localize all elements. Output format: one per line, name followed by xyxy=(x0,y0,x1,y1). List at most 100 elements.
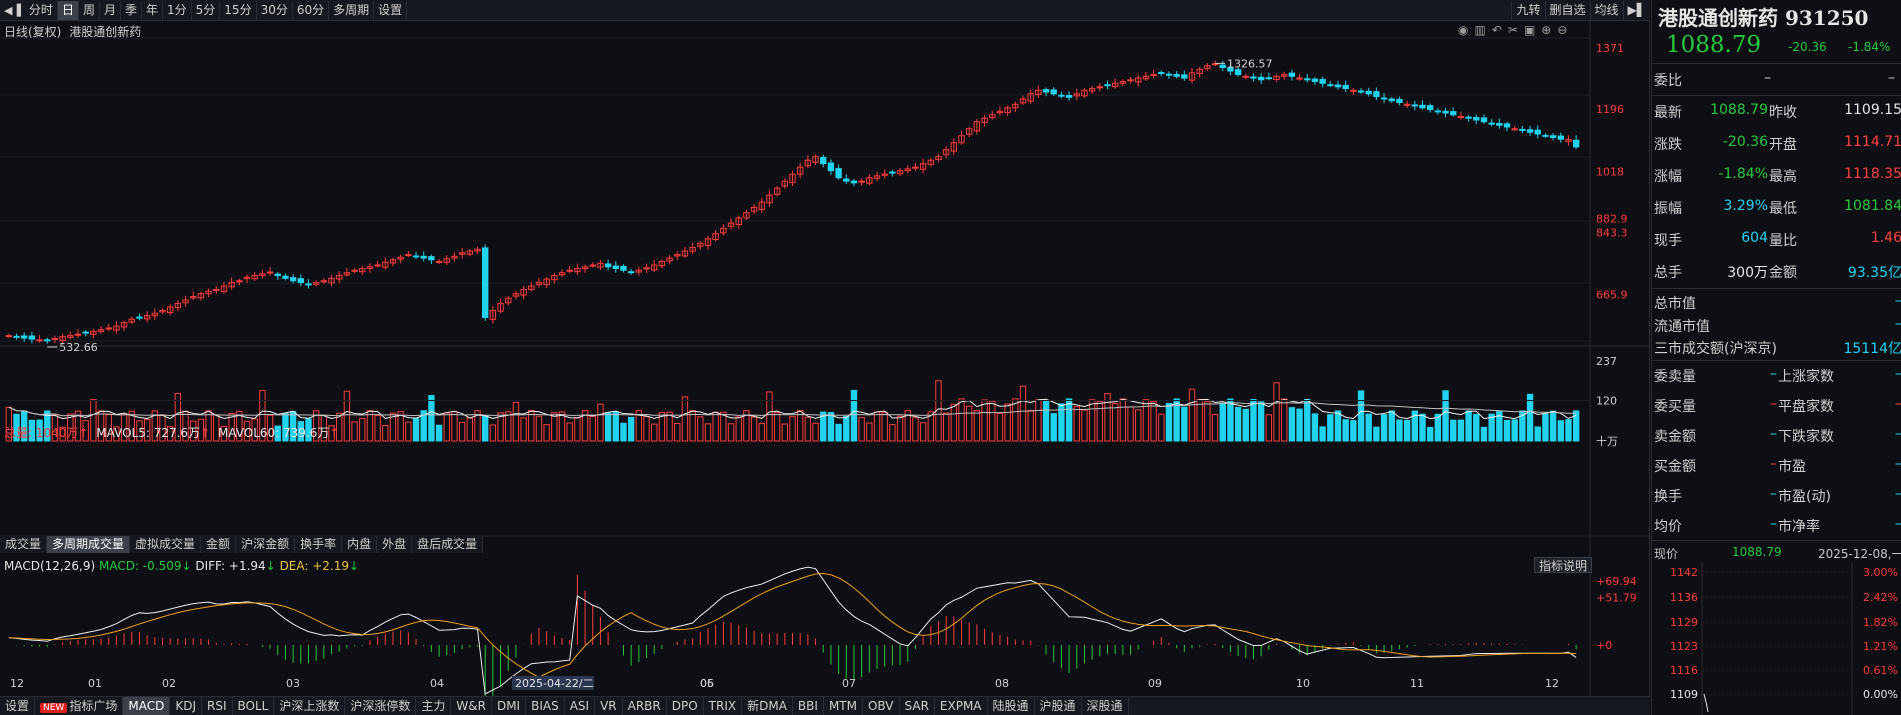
indicator-settings-tab[interactable]: 设置 xyxy=(0,697,36,715)
eye-icon[interactable]: ◉ xyxy=(1458,23,1475,37)
remove-watchlist-button[interactable]: 删自选 xyxy=(1544,1,1590,20)
tab-vr[interactable]: VR xyxy=(595,697,623,715)
draw-icon[interactable]: ▥ xyxy=(1474,23,1492,37)
tab-limit-up-count[interactable]: 沪深涨停数 xyxy=(345,697,417,715)
price-axis-label: 1196 xyxy=(1596,103,1624,116)
candle-body xyxy=(896,170,904,175)
candle-body xyxy=(312,282,320,285)
chart-area[interactable]: 1371 1196 1018 882.9 843.3 665.9 1326.57 532.66… xyxy=(0,21,1650,714)
row-label: 市盈(动) xyxy=(1778,489,1831,505)
candle-body xyxy=(1519,128,1526,131)
period-multi[interactable]: 多周期 xyxy=(329,0,375,20)
tab-sar[interactable]: SAR xyxy=(900,697,935,715)
period-fenshi[interactable]: 分时 xyxy=(25,0,58,20)
tab-expma[interactable]: EXPMA xyxy=(935,697,988,715)
volume-bar xyxy=(773,411,781,442)
ma-button[interactable]: 均线 xyxy=(1589,1,1623,20)
tab-dpo[interactable]: DPO xyxy=(667,697,704,715)
tab-macd[interactable]: MACD xyxy=(123,697,171,715)
tab-asi[interactable]: ASI xyxy=(565,697,596,715)
volume-bar xyxy=(13,413,20,442)
kline-title-label: 日线(复权) xyxy=(4,25,62,39)
candle-body xyxy=(1365,90,1372,95)
volume-bar xyxy=(1035,399,1042,442)
zoom-out-icon[interactable]: ⊖ xyxy=(1557,23,1574,37)
row-value: 1109.15 xyxy=(1844,102,1901,118)
volume-bar xyxy=(1181,406,1188,442)
collapse-icon[interactable]: ◀▐ xyxy=(4,3,21,17)
lock-icon[interactable]: ▣ xyxy=(1523,23,1542,37)
tab-arbr[interactable]: ARBR xyxy=(623,697,667,715)
volume-bar xyxy=(796,410,804,442)
tab-bbi[interactable]: BBI xyxy=(793,697,824,715)
undo-icon[interactable]: ↶ xyxy=(1491,23,1508,37)
macd-value: MACD: -0.509 xyxy=(98,559,182,573)
tab-hugutong[interactable]: 沪股通 xyxy=(1035,697,1082,715)
vol-tab-7[interactable]: 外盘 xyxy=(377,536,413,553)
expand-icon[interactable]: ▶▌ xyxy=(1622,1,1650,20)
candle-body xyxy=(1104,84,1111,87)
candle-body xyxy=(97,329,105,332)
tab-bias[interactable]: BIAS xyxy=(526,697,565,715)
candle-body xyxy=(243,276,251,280)
tab-shengutong[interactable]: 深股通 xyxy=(1082,697,1129,715)
row-value: – xyxy=(1770,456,1777,472)
candle-body xyxy=(359,268,366,273)
candle-body xyxy=(1342,84,1349,90)
candle-body xyxy=(1050,89,1057,95)
vol-tab-4[interactable]: 沪深金额 xyxy=(236,536,296,553)
tab-trix[interactable]: TRIX xyxy=(704,697,743,715)
volume-bar xyxy=(1342,419,1349,442)
row-label: 总市值 xyxy=(1654,296,1696,312)
vol-tab-1[interactable]: 多周期成交量 xyxy=(47,536,131,553)
period-day[interactable]: 日 xyxy=(57,0,79,20)
tab-obv[interactable]: OBV xyxy=(863,697,900,715)
intraday-chart[interactable]: 1142 3.00% 1136 2.42% 1129 1.82% 1123 1.21% 1116… xyxy=(1652,562,1901,715)
period-quarter[interactable]: 季 xyxy=(121,0,142,20)
jiuzhuan-button[interactable]: 九转 xyxy=(1511,1,1544,20)
period-30min[interactable]: 30分 xyxy=(257,0,293,20)
vol-tab-6[interactable]: 内盘 xyxy=(342,536,378,553)
volume-bar xyxy=(466,417,474,442)
period-year[interactable]: 年 xyxy=(142,0,164,20)
period-60min[interactable]: 60分 xyxy=(293,0,330,20)
period-15min[interactable]: 15分 xyxy=(220,0,257,20)
period-settings[interactable]: 设置 xyxy=(374,0,408,20)
volume-bar xyxy=(259,390,266,442)
candle-body xyxy=(1396,98,1403,104)
vol-tab-0[interactable]: 成交量 xyxy=(0,536,48,553)
candle-body xyxy=(266,271,274,274)
candle-body xyxy=(336,275,343,280)
period-5min[interactable]: 5分 xyxy=(192,0,221,20)
period-1min[interactable]: 1分 xyxy=(163,0,192,20)
candle-body xyxy=(1265,77,1273,80)
tab-lugutong[interactable]: 陆股通 xyxy=(988,697,1035,715)
tab-main-force[interactable]: 主力 xyxy=(416,697,452,715)
tab-up-count[interactable]: 沪深上涨数 xyxy=(274,697,346,715)
candle-body xyxy=(205,290,212,295)
tab-wr[interactable]: W&R xyxy=(451,697,492,715)
period-month[interactable]: 月 xyxy=(100,0,121,20)
tab-boll[interactable]: BOLL xyxy=(233,697,275,715)
vol-tab-3[interactable]: 金额 xyxy=(201,536,237,553)
indicator-explain-button[interactable]: 指标说明 xyxy=(1534,557,1593,573)
candle-body xyxy=(766,194,773,204)
vol-tab-5[interactable]: 换手率 xyxy=(295,536,343,553)
row-label: 开盘 xyxy=(1769,137,1797,153)
tab-mtm[interactable]: MTM xyxy=(824,697,863,715)
vol-tab-8[interactable]: 盘后成交量 xyxy=(412,536,484,553)
tab-kdj[interactable]: KDJ xyxy=(170,697,202,715)
zoom-in-icon[interactable]: ⊕ xyxy=(1541,23,1558,37)
vol-tab-2[interactable]: 虚拟成交量 xyxy=(130,536,202,553)
tab-rsi[interactable]: RSI xyxy=(202,697,233,715)
period-week[interactable]: 周 xyxy=(79,0,100,20)
cut-icon[interactable]: ✂ xyxy=(1507,23,1524,37)
tab-dmi[interactable]: DMI xyxy=(492,697,527,715)
indicator-square-tab[interactable]: NEW 指标广场 xyxy=(35,697,124,715)
volume-bar xyxy=(566,422,573,442)
volume-bar xyxy=(512,401,520,442)
tab-new-dma[interactable]: 新DMA xyxy=(742,697,793,715)
volume-bar xyxy=(82,420,89,442)
volume-bar xyxy=(627,416,635,442)
